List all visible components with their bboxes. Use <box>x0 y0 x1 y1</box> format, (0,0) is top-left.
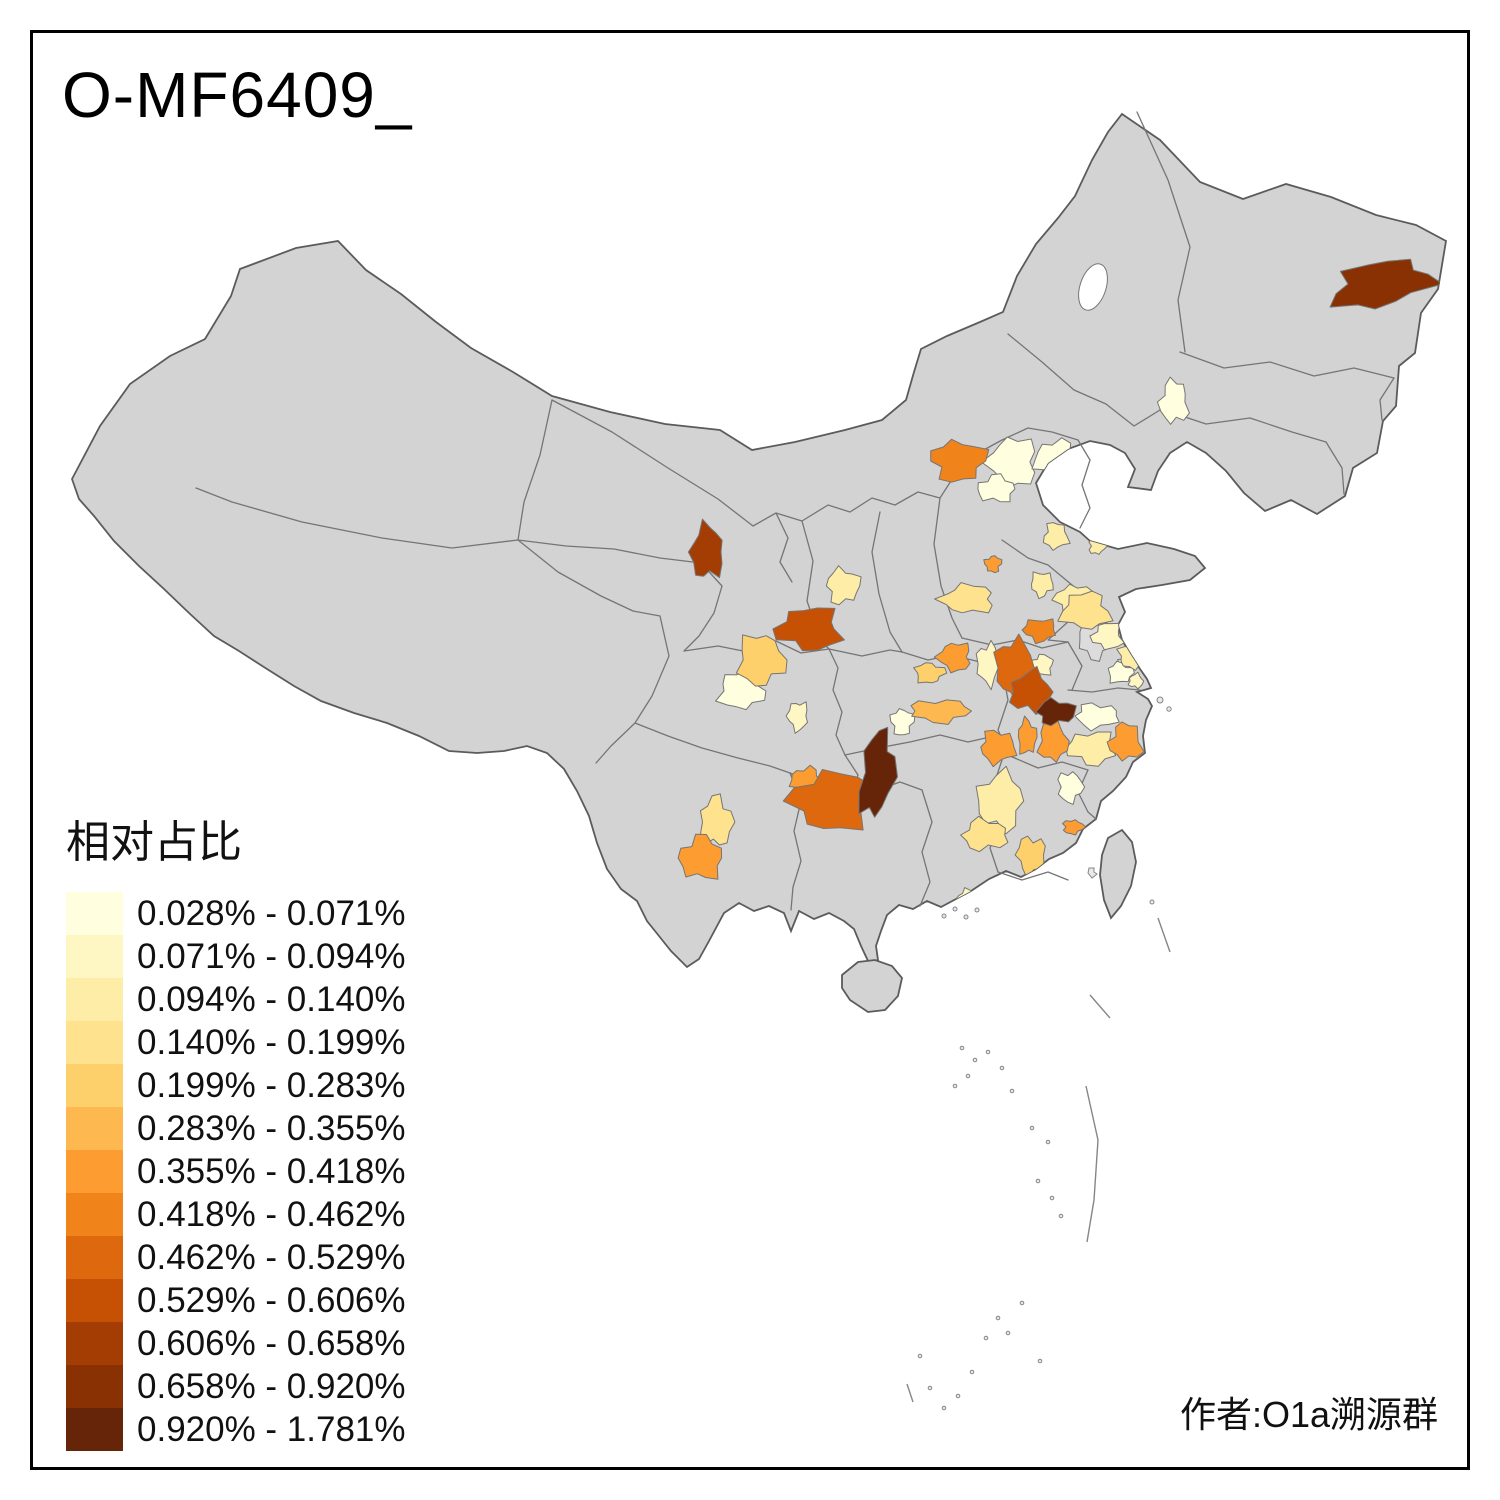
prefecture-region <box>983 555 1003 574</box>
prefecture-region <box>889 708 916 736</box>
prefecture-region <box>930 438 990 483</box>
legend-range-label: 0.199% - 0.283% <box>137 1065 406 1105</box>
prefecture-region <box>1035 697 1077 727</box>
prefecture-region <box>980 729 1018 768</box>
legend-swatch <box>66 935 123 978</box>
legend-range-label: 0.462% - 0.529% <box>137 1237 406 1277</box>
legend-row: 0.462% - 0.529% <box>66 1236 406 1279</box>
prefecture-region <box>782 769 873 831</box>
map-layers <box>71 111 1447 1411</box>
legend-row: 0.658% - 0.920% <box>66 1365 406 1408</box>
prefecture-region <box>1062 819 1087 836</box>
hulun-lake <box>1078 263 1108 311</box>
legend-items: 0.028% - 0.071% 0.071% - 0.094% 0.094% - 0… <box>66 892 406 1451</box>
legend-range-label: 0.028% - 0.071% <box>137 893 406 933</box>
legend-swatch <box>66 1064 123 1107</box>
prefecture-region <box>1106 721 1145 762</box>
legend-range-label: 0.658% - 0.920% <box>137 1366 406 1406</box>
legend-range-label: 0.283% - 0.355% <box>137 1108 406 1148</box>
attribution: 作者:O1a溯源群 <box>1179 1394 1438 1435</box>
legend-swatch <box>66 1107 123 1150</box>
legend-swatch <box>66 1365 123 1408</box>
map-title: O-MF6409_ <box>62 59 413 131</box>
legend-row: 0.283% - 0.355% <box>66 1107 406 1150</box>
legend-range-label: 0.606% - 0.658% <box>137 1323 406 1363</box>
prefecture-region <box>858 726 898 818</box>
prefecture-region <box>1329 258 1443 310</box>
legend-swatch <box>66 1193 123 1236</box>
prefecture-region <box>772 607 845 652</box>
legend-range-label: 0.355% - 0.418% <box>137 1151 406 1191</box>
prefecture-region <box>1089 622 1125 651</box>
prefecture-region <box>699 793 736 846</box>
legend-swatch <box>66 978 123 1021</box>
legend-row: 0.418% - 0.462% <box>66 1193 406 1236</box>
legend-swatch <box>66 1021 123 1064</box>
prefecture-region <box>825 565 862 606</box>
legend-row: 0.606% - 0.658% <box>66 1322 406 1365</box>
prefecture-region <box>1127 671 1145 690</box>
legend-row: 0.094% - 0.140% <box>66 978 406 1021</box>
legend-range-label: 0.529% - 0.606% <box>137 1280 406 1320</box>
legend: 相对占比 0.028% - 0.071% 0.071% - 0.094% 0.094… <box>66 806 406 1451</box>
legend-swatch <box>66 1408 123 1451</box>
hainan-island <box>841 959 903 1013</box>
prefecture-region <box>975 765 1025 835</box>
legend-swatch <box>66 1150 123 1193</box>
prefecture-region <box>1057 590 1114 630</box>
prefecture-region <box>687 518 723 579</box>
prefecture-region <box>1156 376 1190 425</box>
prefecture-region <box>1017 715 1038 755</box>
legend-range-label: 0.418% - 0.462% <box>137 1194 406 1234</box>
coastal-islets <box>941 696 1172 920</box>
prefecture-region <box>677 833 723 880</box>
prefecture-region <box>960 815 1009 853</box>
legend-title: 相对占比 <box>66 818 242 867</box>
legend-swatch <box>66 1322 123 1365</box>
prefecture-region <box>1021 618 1057 645</box>
legend-row: 0.140% - 0.199% <box>66 1021 406 1064</box>
prefecture-region <box>934 582 993 614</box>
prefecture-region <box>910 699 972 725</box>
taiwan-island <box>1099 828 1137 920</box>
prefecture-region <box>977 473 1016 503</box>
legend-range-label: 0.140% - 0.199% <box>137 1022 406 1062</box>
prefecture-region <box>1057 771 1086 805</box>
prefecture-region <box>1031 571 1054 600</box>
prefecture-region <box>1036 716 1070 763</box>
prefecture-region <box>913 662 948 684</box>
legend-row: 0.355% - 0.418% <box>66 1150 406 1193</box>
legend-swatch <box>66 1236 123 1279</box>
legend-range-label: 0.094% - 0.140% <box>137 979 406 1019</box>
prefecture-region <box>933 642 971 674</box>
legend-range-label: 0.071% - 0.094% <box>137 936 406 976</box>
legend-row: 0.071% - 0.094% <box>66 935 406 978</box>
legend-range-label: 0.920% - 1.781% <box>137 1409 406 1449</box>
prefecture-region <box>735 634 788 687</box>
penghu-islands <box>1087 867 1098 879</box>
legend-swatch <box>66 1279 123 1322</box>
legend-row: 0.529% - 0.606% <box>66 1279 406 1322</box>
legend-row: 0.199% - 0.283% <box>66 1064 406 1107</box>
prefecture-region <box>1074 702 1120 732</box>
prefecture-region <box>785 701 808 734</box>
prefecture-region <box>1042 522 1071 551</box>
south-china-sea-islands <box>906 917 1171 1411</box>
legend-row: 0.920% - 1.781% <box>66 1408 406 1451</box>
legend-row: 0.028% - 0.071% <box>66 892 406 935</box>
legend-swatch <box>66 892 123 935</box>
